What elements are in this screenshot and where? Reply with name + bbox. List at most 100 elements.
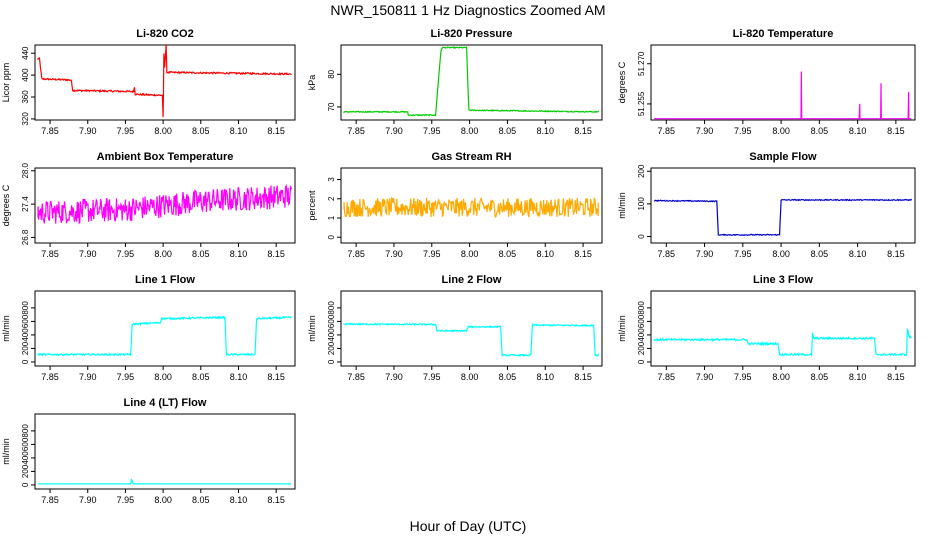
series-line <box>37 315 292 357</box>
y-tick-label: 600 <box>21 314 30 328</box>
panel-6: Line 1 Flow ml/min 7.85 7.90 7.95 8.00 8.05 8.1… <box>1 274 296 382</box>
x-tick-label: 8.10 <box>230 495 248 505</box>
figure-title: NWR_150811 1 Hz Diagnostics Zoomed AM <box>330 2 606 18</box>
x-tick-label: 8.15 <box>887 249 905 259</box>
panel-title: Ambient Box Temperature <box>97 151 234 163</box>
y-tick-label: 600 <box>327 314 336 328</box>
x-tick-label: 7.90 <box>696 126 714 136</box>
x-tick-label: 8.05 <box>499 126 517 136</box>
x-tick-label: 8.15 <box>267 249 285 259</box>
x-tick-label: 8.00 <box>154 249 172 259</box>
y-tick-label: 400 <box>21 328 30 342</box>
panel-title: Line 1 Flow <box>135 274 195 286</box>
y-tick-label: 800 <box>637 301 646 315</box>
x-tick-label: 8.00 <box>154 495 172 505</box>
x-tick-label: 7.90 <box>696 249 714 259</box>
panel-0: Li-820 CO2 Licor ppm 7.85 7.90 7.95 8.00 8.05 8… <box>1 28 296 136</box>
plot-frame <box>340 44 603 121</box>
panel-title: Line 2 Flow <box>442 274 502 286</box>
y-tick-label: 0 <box>21 359 30 364</box>
x-tick-label: 8.15 <box>267 495 285 505</box>
y-axis-label: kPa <box>307 75 317 91</box>
panel-title: Line 4 (LT) Flow <box>124 397 207 409</box>
panel-title: Line 3 Flow <box>753 274 813 286</box>
x-tick-label: 7.95 <box>117 495 135 505</box>
series-line <box>343 322 599 358</box>
x-tick-label: 8.10 <box>230 249 248 259</box>
x-tick-label: 7.85 <box>41 249 59 259</box>
plot-frame <box>34 167 296 244</box>
panel-5: Sample Flow ml/min 7.85 7.90 7.95 8.00 8.05 8.1… <box>617 151 916 259</box>
x-tick-label: 8.00 <box>154 126 172 136</box>
x-tick-label: 7.95 <box>117 372 135 382</box>
x-tick-label: 7.85 <box>658 372 676 382</box>
series-line <box>38 478 292 485</box>
y-tick-label: 200 <box>327 341 336 355</box>
x-tick-label: 8.15 <box>267 372 285 382</box>
x-tick-label: 8.15 <box>267 126 285 136</box>
y-tick-label: 70 <box>327 102 336 111</box>
y-tick-label: 600 <box>637 314 646 328</box>
x-tick-label: 8.15 <box>887 126 905 136</box>
y-tick-label: 200 <box>637 164 646 178</box>
x-tick-label: 7.85 <box>41 126 59 136</box>
panel-title: Sample Flow <box>749 151 817 163</box>
y-tick-label: 360 <box>21 90 30 104</box>
y-tick-label: 200 <box>637 341 646 355</box>
x-tick-label: 7.95 <box>734 372 752 382</box>
y-tick-label: 400 <box>637 328 646 342</box>
x-tick-label: 8.15 <box>887 372 905 382</box>
series-line <box>37 44 292 118</box>
y-axis-label: Licor ppm <box>1 63 11 103</box>
x-tick-label: 7.90 <box>79 372 97 382</box>
y-tick-label: 27.4 <box>21 196 30 212</box>
y-tick-label: 28.0 <box>21 162 30 178</box>
x-tick-label: 7.90 <box>79 249 97 259</box>
series-line <box>654 198 912 237</box>
x-tick-label: 8.10 <box>536 249 554 259</box>
y-tick-label: 3 <box>327 177 336 182</box>
x-tick-label: 8.10 <box>536 372 554 382</box>
panel-3: Ambient Box Temperature degrees C 7.85 7.90… <box>1 151 296 259</box>
y-tick-label: 200 <box>21 464 30 478</box>
y-tick-label: 800 <box>21 301 30 315</box>
series-line <box>343 45 599 117</box>
plot-frame <box>340 167 603 244</box>
y-tick-label: 100 <box>637 197 646 211</box>
y-axis-label: ml/min <box>617 192 627 219</box>
y-tick-label: 320 <box>21 112 30 126</box>
y-tick-label: 200 <box>21 341 30 355</box>
plot-frame <box>34 44 296 121</box>
x-tick-label: 8.00 <box>772 249 790 259</box>
x-tick-label: 7.95 <box>117 249 135 259</box>
x-tick-label: 7.85 <box>41 372 59 382</box>
x-tick-label: 7.90 <box>79 495 97 505</box>
series-line <box>37 183 292 225</box>
y-tick-label: 800 <box>21 424 30 438</box>
x-tick-label: 8.05 <box>811 126 829 136</box>
panel-9: Line 4 (LT) Flow ml/min 7.85 7.90 7.95 8.00 8.… <box>1 397 296 505</box>
y-tick-label: 51.270 <box>637 51 646 76</box>
x-tick-label: 8.00 <box>461 249 479 259</box>
y-axis-label: ml/min <box>1 438 11 465</box>
plot-frame <box>650 44 916 121</box>
x-tick-label: 7.85 <box>41 495 59 505</box>
y-axis-label: ml/min <box>307 315 317 342</box>
panel-4: Gas Stream RH percent 7.85 7.90 7.95 8.00 8.05… <box>307 151 603 259</box>
x-tick-label: 8.15 <box>574 126 592 136</box>
series-line <box>654 71 912 120</box>
x-tick-label: 8.05 <box>192 372 210 382</box>
y-axis-label: percent <box>307 190 317 221</box>
x-tick-label: 8.10 <box>849 372 867 382</box>
y-axis-label: ml/min <box>1 315 11 342</box>
y-tick-label: 26.8 <box>21 229 30 245</box>
x-tick-label: 8.05 <box>499 249 517 259</box>
x-tick-label: 7.90 <box>79 126 97 136</box>
panel-1: Li-820 Pressure kPa 7.85 7.90 7.95 8.00 8.05 8.… <box>307 28 603 136</box>
x-tick-label: 8.00 <box>154 372 172 382</box>
x-tick-label: 8.05 <box>192 126 210 136</box>
y-tick-label: 440 <box>21 46 30 60</box>
series-line <box>653 328 912 357</box>
x-tick-label: 8.10 <box>849 126 867 136</box>
